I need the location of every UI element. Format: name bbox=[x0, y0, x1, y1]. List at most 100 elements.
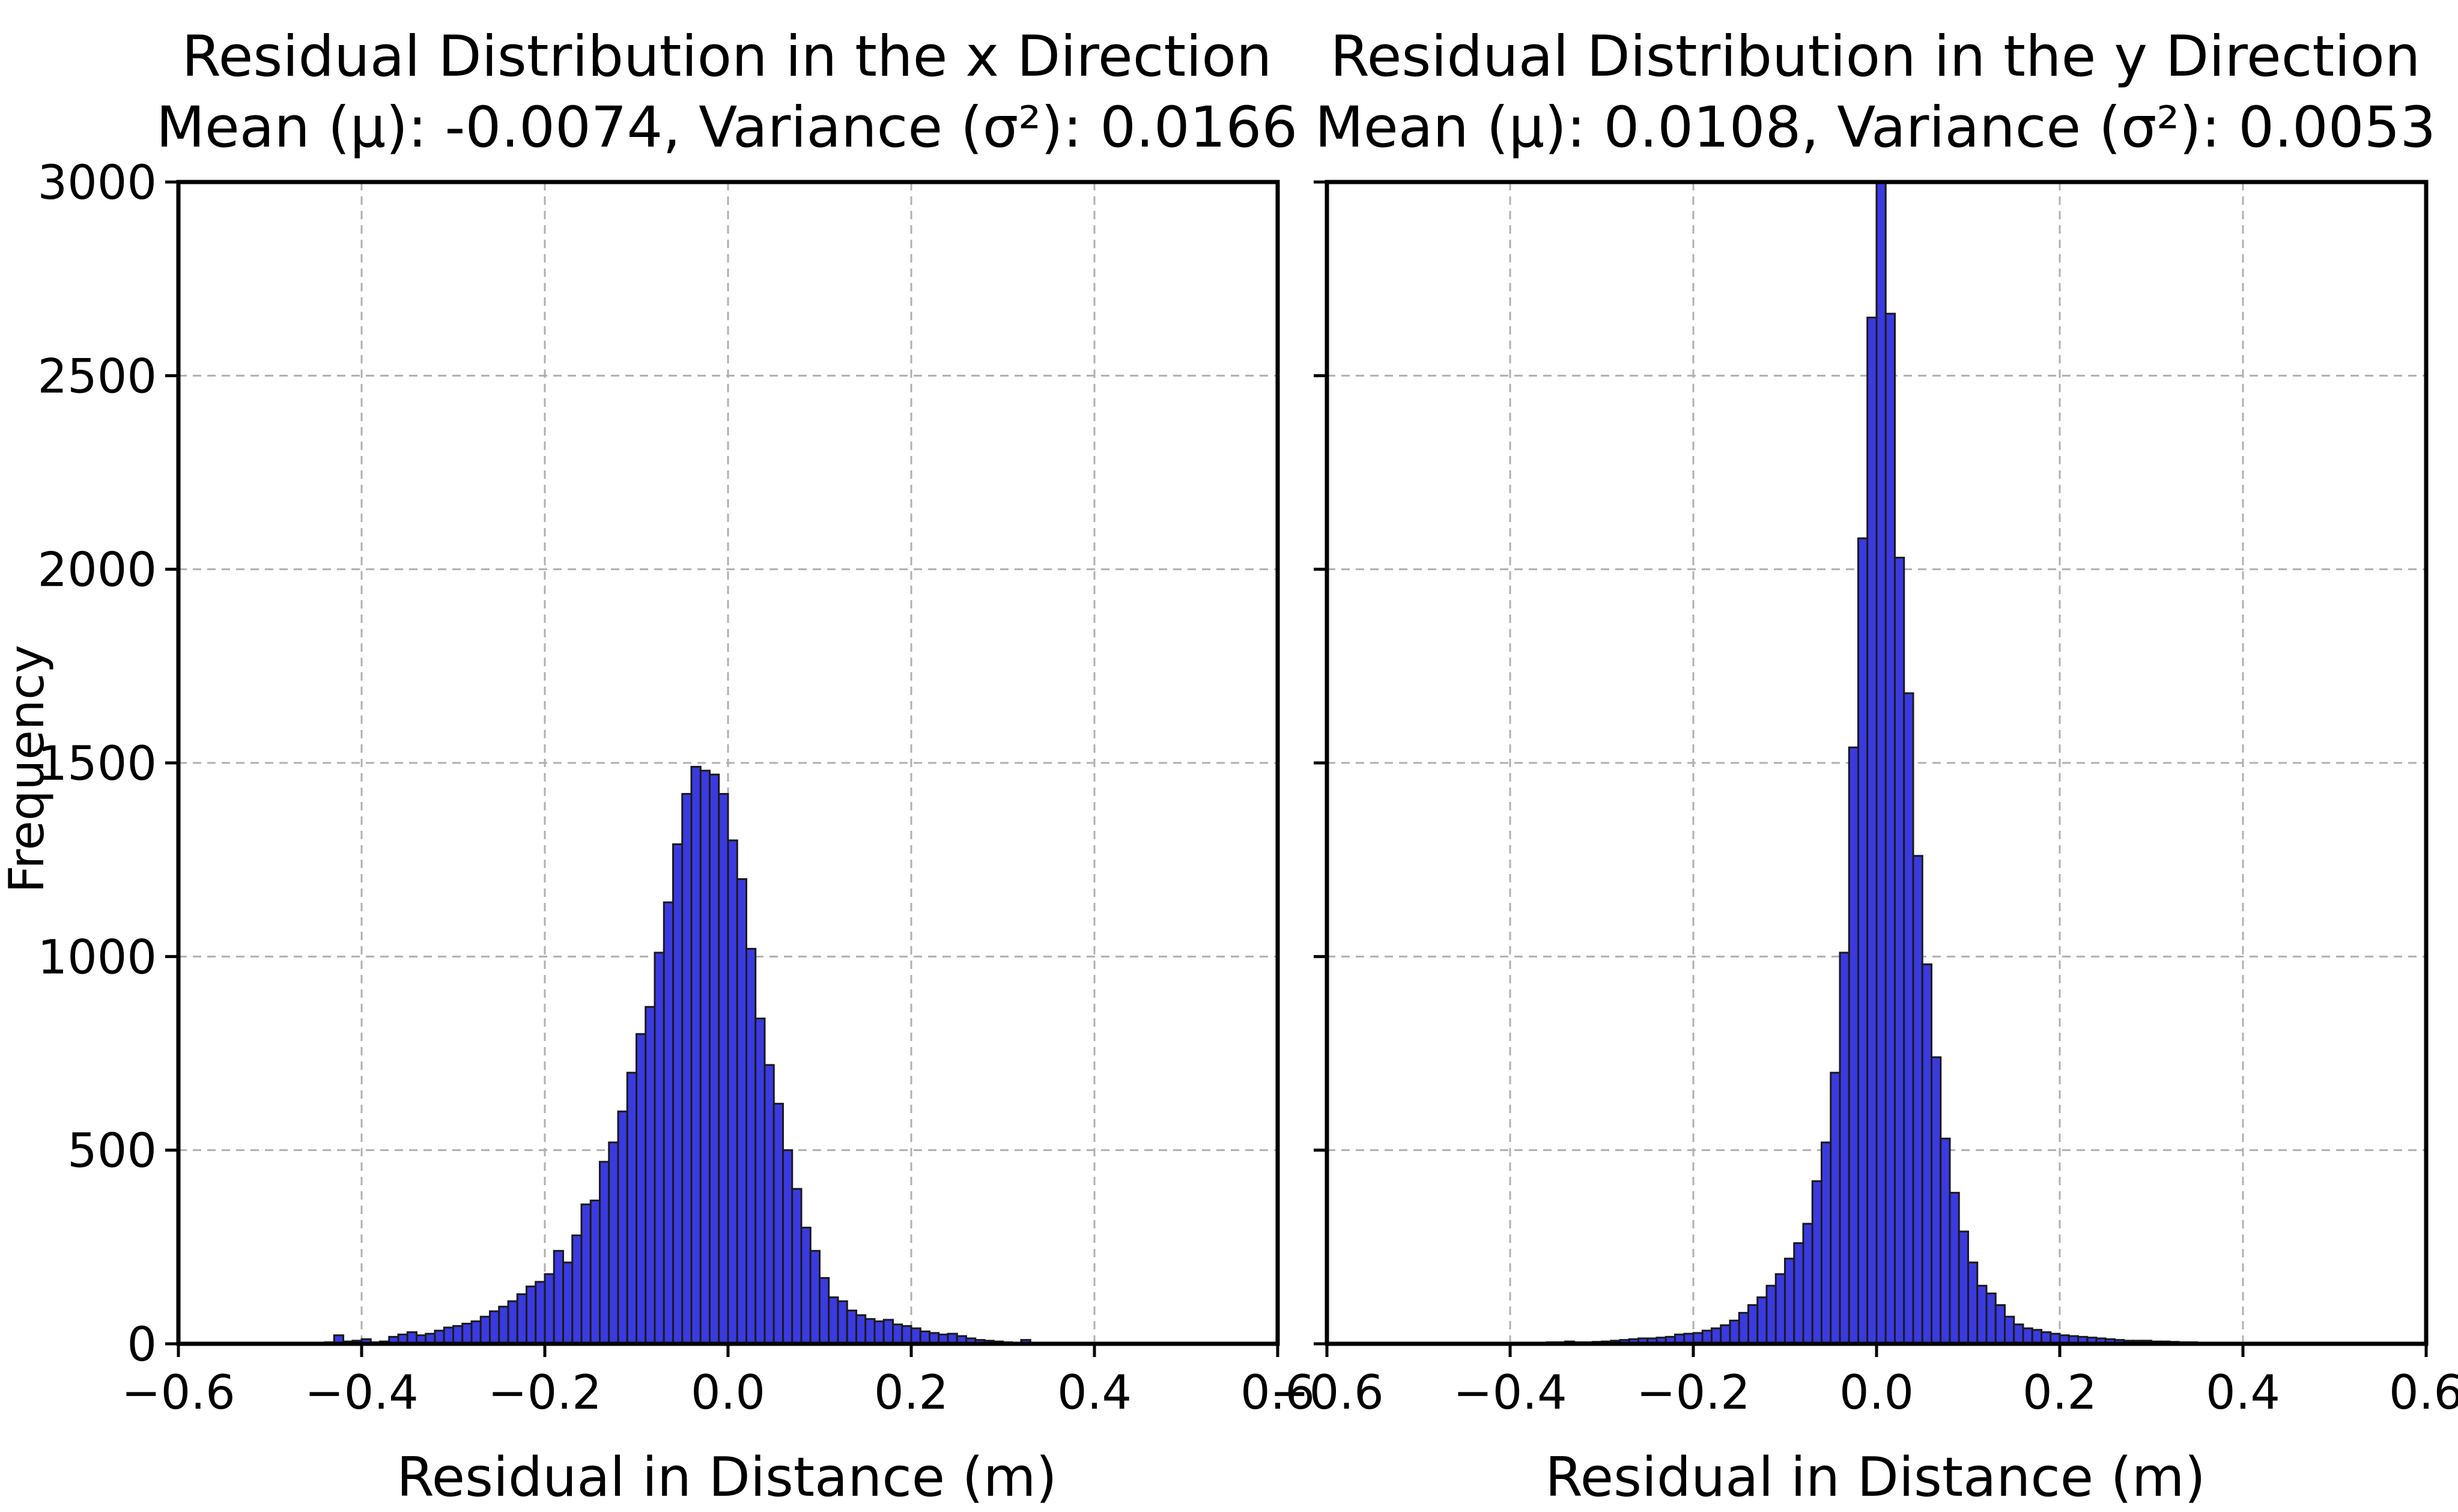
histogram-bar bbox=[727, 839, 738, 1345]
histogram-bar bbox=[709, 773, 720, 1345]
histogram-bar bbox=[645, 1006, 656, 1345]
histogram-bar bbox=[892, 1323, 903, 1345]
axis-ticks: −0.6 −0.4 −0.2 0.0 0.2 0.4 0.6 0 500 1000 1500 2000… bbox=[37, 156, 1315, 1420]
histogram-bar bbox=[553, 1249, 564, 1345]
histogram-bar bbox=[1976, 1284, 1988, 1345]
histogram-bar bbox=[562, 1262, 574, 1345]
y-tick-label: 0 bbox=[127, 1318, 157, 1372]
y-tick-label: 2000 bbox=[37, 544, 157, 598]
histogram-bar bbox=[516, 1293, 527, 1345]
x-tick-label: −0.4 bbox=[305, 1366, 418, 1420]
histogram-bar bbox=[1765, 1284, 1777, 1345]
histogram-bar bbox=[681, 793, 693, 1345]
histogram-bar bbox=[882, 1319, 894, 1345]
histogram-bar bbox=[690, 765, 702, 1345]
histogram-bar bbox=[443, 1326, 454, 1345]
histogram-bar bbox=[1912, 855, 1923, 1345]
histogram-bar bbox=[1875, 181, 1887, 1345]
histogram-bar bbox=[489, 1310, 500, 1345]
histogram-bar bbox=[699, 770, 711, 1345]
histogram-bar bbox=[1931, 1056, 1942, 1345]
x-tick-label: 0.0 bbox=[1839, 1366, 1914, 1420]
histogram-bar bbox=[571, 1234, 583, 1345]
histogram-bar bbox=[507, 1300, 518, 1345]
histogram-bar bbox=[772, 1102, 784, 1345]
histogram-bar bbox=[828, 1296, 839, 1345]
histogram-bar bbox=[1921, 963, 1932, 1345]
histogram-bar bbox=[2004, 1316, 2015, 1345]
histogram-bar bbox=[599, 1161, 610, 1345]
histogram-bar bbox=[526, 1286, 537, 1345]
x-tick-label: −0.4 bbox=[1453, 1366, 1567, 1420]
histogram-bar bbox=[846, 1310, 857, 1345]
histogram-bar bbox=[479, 1316, 491, 1345]
histogram-bar bbox=[1711, 1327, 1722, 1345]
histogram-bar bbox=[1866, 317, 1878, 1345]
histogram-bar bbox=[1903, 692, 1914, 1345]
histogram-bar bbox=[745, 947, 757, 1345]
axis-ticks: −0.6 −0.4 −0.2 0.0 0.2 0.4 0.6 bbox=[1270, 180, 2458, 1420]
histogram-bar bbox=[1985, 1292, 1997, 1345]
histogram-bar bbox=[1839, 952, 1850, 1345]
histogram-bar bbox=[1774, 1273, 1786, 1345]
x-tick-label: −0.6 bbox=[121, 1366, 235, 1420]
histogram-bar bbox=[1857, 537, 1869, 1345]
histogram-bar bbox=[782, 1149, 794, 1345]
y-tick-label: 3000 bbox=[37, 156, 157, 210]
histogram-bar bbox=[498, 1305, 509, 1345]
histogram-bar bbox=[837, 1300, 848, 1345]
histogram-bar bbox=[1729, 1319, 1740, 1345]
histogram-bar bbox=[1821, 1141, 1832, 1345]
histogram-bar bbox=[461, 1322, 473, 1345]
y-tick-label: 1500 bbox=[37, 737, 157, 791]
y-tick-label: 2500 bbox=[37, 350, 157, 404]
x-tick-label: 0.6 bbox=[2389, 1366, 2458, 1420]
histogram-bar bbox=[452, 1325, 464, 1345]
histogram-bar bbox=[809, 1249, 821, 1345]
histogram-bar bbox=[1830, 1072, 1841, 1345]
histogram-bar bbox=[580, 1203, 592, 1345]
x-tick-label: 0.4 bbox=[1057, 1366, 1132, 1420]
histogram-bar bbox=[1848, 746, 1859, 1345]
histogram-bar bbox=[1894, 556, 1905, 1345]
histogram-bars bbox=[196, 765, 1242, 1345]
histogram-bar bbox=[736, 878, 747, 1345]
histogram-bar bbox=[910, 1327, 921, 1345]
histogram-bar bbox=[718, 793, 729, 1345]
histogram-bar bbox=[1940, 1137, 1951, 1345]
y-axis-label: Frequency bbox=[0, 645, 55, 893]
histogram-bar bbox=[1958, 1230, 1969, 1345]
histogram-bar bbox=[864, 1318, 876, 1345]
histogram-bar bbox=[873, 1320, 885, 1345]
x-tick-label: 0.0 bbox=[691, 1366, 765, 1420]
histogram-bar bbox=[1811, 1180, 1822, 1345]
panel-x: Residual Distribution in the x Direction… bbox=[0, 24, 1315, 1509]
histogram-bar bbox=[819, 1277, 830, 1345]
histogram-bar bbox=[1747, 1304, 1759, 1345]
histogram-bar bbox=[470, 1320, 482, 1345]
x-tick-label: 0.2 bbox=[2023, 1366, 2097, 1420]
histogram-bar bbox=[800, 1227, 812, 1345]
x-tick-label: −0.2 bbox=[488, 1366, 601, 1420]
histogram-bar bbox=[791, 1188, 803, 1345]
histogram-bar bbox=[855, 1314, 867, 1345]
chart-title-line1: Residual Distribution in the x Direction bbox=[181, 24, 1272, 90]
panel-y: Residual Distribution in the y Direction… bbox=[1270, 24, 2458, 1509]
chart-title-line1: Residual Distribution in the y Direction bbox=[1330, 24, 2420, 90]
histogram-bar bbox=[654, 952, 665, 1345]
histogram-bar bbox=[1967, 1262, 1979, 1345]
histogram-bar bbox=[1994, 1304, 2006, 1345]
chart-title-line2: Mean (μ): 0.0108, Variance (σ²): 0.0053 bbox=[1315, 95, 2436, 160]
y-tick-label: 1000 bbox=[37, 931, 157, 985]
x-tick-label: 0.2 bbox=[874, 1366, 948, 1420]
histogram-bar bbox=[1738, 1311, 1749, 1345]
histogram-bar bbox=[672, 843, 684, 1345]
histogram-bar bbox=[901, 1325, 912, 1345]
histogram-bar bbox=[626, 1072, 637, 1345]
histogram-bar bbox=[1949, 1192, 1960, 1345]
x-tick-label: −0.6 bbox=[1270, 1366, 1383, 1420]
x-axis-label: Residual in Distance (m) bbox=[1545, 1446, 2205, 1509]
histogram-bar bbox=[1784, 1257, 1795, 1345]
histogram-bar bbox=[1802, 1222, 1813, 1345]
